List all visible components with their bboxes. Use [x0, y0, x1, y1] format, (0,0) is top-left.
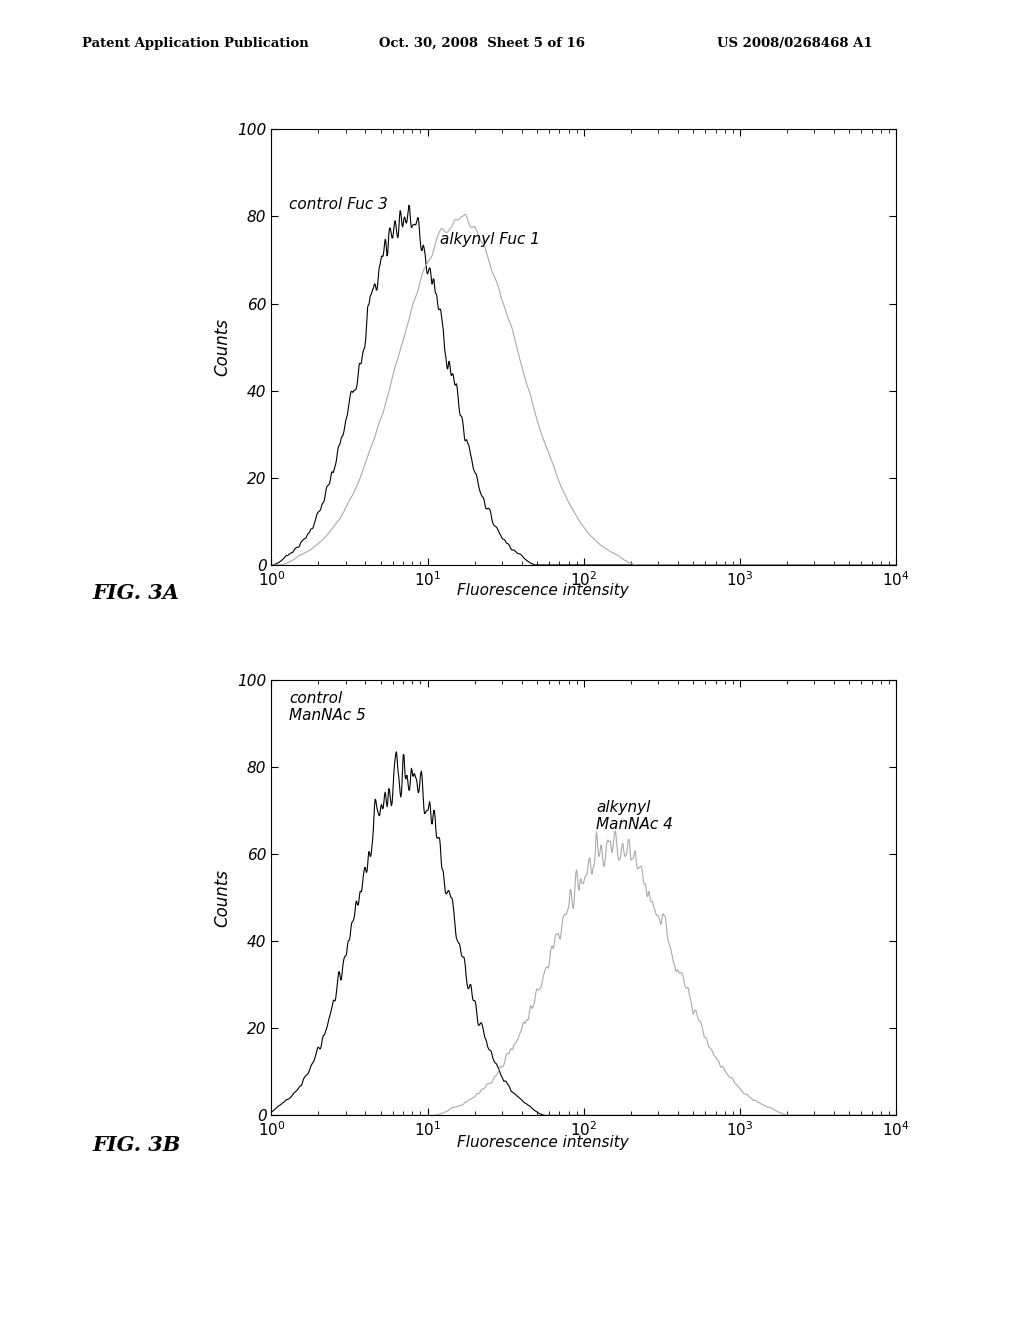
Text: alkynyl
ManNAc 4: alkynyl ManNAc 4 [596, 800, 673, 833]
Text: FIG. 3B: FIG. 3B [92, 1135, 180, 1155]
Text: Patent Application Publication: Patent Application Publication [82, 37, 308, 50]
Y-axis label: Counts: Counts [214, 318, 231, 376]
Text: alkynyl Fuc 1: alkynyl Fuc 1 [440, 232, 540, 247]
Text: control Fuc 3: control Fuc 3 [289, 197, 388, 213]
Text: control
ManNAc 5: control ManNAc 5 [289, 690, 366, 723]
Text: US 2008/0268468 A1: US 2008/0268468 A1 [717, 37, 872, 50]
Y-axis label: Counts: Counts [214, 869, 231, 927]
Text: Fluorescence intensity: Fluorescence intensity [457, 1135, 629, 1150]
Text: Oct. 30, 2008  Sheet 5 of 16: Oct. 30, 2008 Sheet 5 of 16 [379, 37, 585, 50]
Text: Fluorescence intensity: Fluorescence intensity [457, 583, 629, 598]
Text: FIG. 3A: FIG. 3A [92, 583, 179, 603]
